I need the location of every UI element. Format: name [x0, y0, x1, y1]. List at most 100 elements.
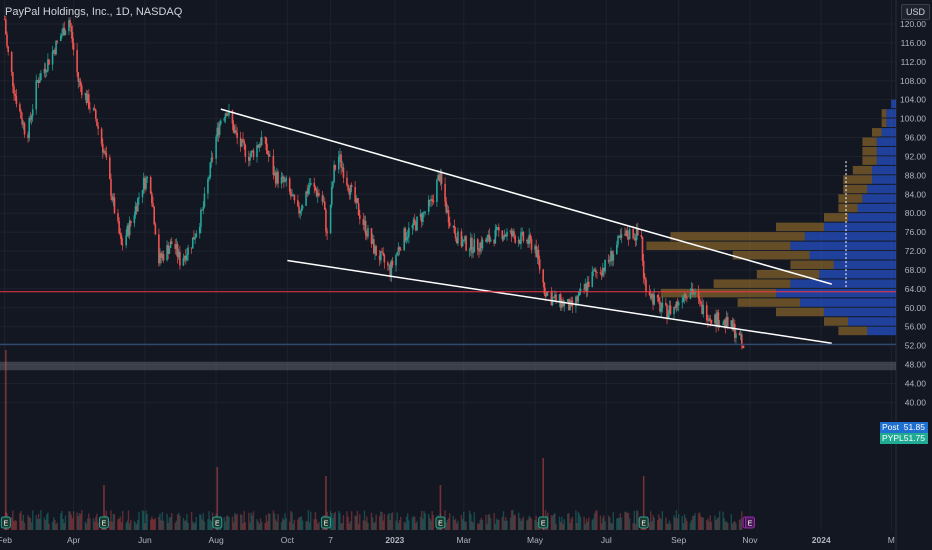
- candle-body: [118, 221, 120, 234]
- volume-bar: [85, 523, 88, 530]
- volume-bar: [146, 514, 148, 530]
- volume-bar: [362, 520, 365, 530]
- candle-body: [176, 243, 179, 258]
- volume-spike: [103, 485, 105, 530]
- earnings-marker[interactable]: E: [320, 516, 331, 529]
- volume-bar: [72, 511, 75, 530]
- time-tick-label: Jun: [138, 535, 152, 545]
- post-price-label: Post: [882, 422, 900, 432]
- earnings-marker[interactable]: E: [0, 516, 11, 529]
- volume-profile-up-bar: [824, 307, 896, 317]
- candle-body: [100, 128, 103, 144]
- candle-body: [44, 68, 47, 72]
- volume-bar: [350, 511, 353, 530]
- volume-bar: [354, 515, 356, 530]
- volume-bar: [445, 522, 447, 530]
- event-markers: EEEEEEEDE: [0, 516, 755, 529]
- candle-body: [62, 27, 64, 35]
- time-tick-label: Aug: [209, 535, 224, 545]
- candle-body: [218, 123, 221, 135]
- volume-profile-up-bar: [881, 128, 896, 137]
- candle-body: [209, 162, 212, 178]
- earnings-marker-glyph: E: [641, 521, 646, 528]
- volume-profile-up-bar: [800, 298, 896, 307]
- volume-bar: [227, 515, 229, 530]
- candle-body: [251, 150, 254, 152]
- candle-body: [411, 225, 414, 228]
- volume-bar: [697, 513, 700, 530]
- candle-body: [498, 227, 500, 231]
- volume-profile-down-bar: [756, 269, 820, 279]
- candle-body: [725, 316, 728, 327]
- candle-body: [612, 254, 615, 261]
- earnings-marker[interactable]: E: [538, 516, 549, 529]
- candle-body: [47, 59, 49, 72]
- volume-bar: [496, 519, 499, 530]
- volume-bar: [60, 513, 62, 530]
- candle-body: [731, 320, 734, 330]
- volume-bar: [193, 523, 195, 530]
- volume-bar: [174, 522, 176, 530]
- candle-body: [387, 262, 389, 266]
- candle-body: [175, 243, 178, 249]
- candle-body: [681, 301, 684, 303]
- earnings-marker[interactable]: E: [98, 516, 109, 529]
- volume-bar: [314, 511, 317, 530]
- volume-bar: [228, 516, 230, 530]
- volume-bar: [488, 514, 491, 530]
- volume-bar: [142, 511, 145, 530]
- candle-body: [714, 314, 716, 324]
- candle-body: [423, 212, 425, 213]
- volume-bar: [599, 515, 602, 530]
- volume-bar: [30, 522, 33, 530]
- candle-body: [465, 236, 467, 251]
- volume-bar: [273, 513, 276, 530]
- candle-body: [35, 80, 38, 110]
- upcoming-earnings-marker[interactable]: E: [744, 516, 755, 529]
- candle-body: [259, 144, 262, 146]
- upcoming-earnings-marker-shape: [744, 516, 755, 529]
- volume-bar: [558, 516, 561, 530]
- volume-bar: [95, 516, 97, 530]
- volume-bar: [395, 520, 397, 530]
- candle-body: [740, 334, 743, 344]
- volume-bar: [405, 516, 408, 530]
- volume-bar: [550, 515, 553, 530]
- candle-body: [487, 234, 490, 238]
- volume-profile-down-bar: [670, 232, 805, 241]
- candle-body: [305, 191, 307, 206]
- candle-body: [40, 73, 42, 81]
- volume-bar: [596, 510, 598, 530]
- candle-body: [659, 301, 661, 312]
- candle-body: [366, 234, 368, 237]
- volume-bar: [244, 522, 247, 530]
- candle-body: [162, 254, 165, 261]
- volume-bar: [190, 511, 193, 530]
- earnings-marker[interactable]: E: [212, 516, 223, 529]
- volume-bar: [252, 511, 255, 530]
- volume-bar: [710, 521, 713, 530]
- candle-body: [708, 318, 710, 321]
- candle-body: [225, 113, 228, 116]
- candle-body: [448, 222, 451, 227]
- time-tick-label: Oct: [281, 535, 295, 545]
- earnings-marker[interactable]: E: [638, 516, 649, 529]
- volume-profile-down-bar: [862, 146, 877, 156]
- volume-bar: [602, 517, 604, 530]
- candle-body: [604, 259, 606, 272]
- candle-body: [633, 237, 636, 239]
- volume-bar: [619, 513, 622, 530]
- volume-profile-up-bar: [824, 222, 896, 232]
- candle-body: [726, 316, 729, 327]
- volume-bar: [236, 513, 238, 530]
- candle-body: [194, 237, 196, 240]
- volume-bar: [182, 517, 185, 530]
- earnings-marker[interactable]: E: [435, 516, 446, 529]
- volume-bar: [36, 518, 39, 530]
- volume-bar: [44, 520, 47, 530]
- candle-body: [19, 104, 21, 112]
- volume-bar: [702, 517, 704, 530]
- currency-button[interactable]: USD: [901, 4, 930, 20]
